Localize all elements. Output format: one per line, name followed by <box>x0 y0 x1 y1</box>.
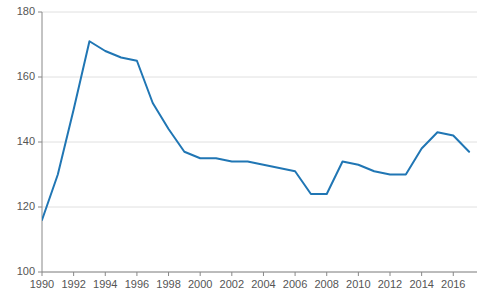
x-tick-label: 2004 <box>251 278 275 290</box>
x-tick-label: 1990 <box>30 278 54 290</box>
x-tick-label: 1998 <box>156 278 180 290</box>
plot-area <box>42 41 469 220</box>
grid-line <box>42 207 477 208</box>
y-tick <box>38 142 42 143</box>
grid-line <box>42 77 477 78</box>
chart: 100 120 140 160 180 1990 1992 1994 1996 1998 2000 2… <box>0 0 491 302</box>
x-tick <box>295 272 296 276</box>
x-tick <box>326 272 327 276</box>
x-tick-label: 2002 <box>220 278 244 290</box>
x-tick <box>105 272 106 276</box>
x-tick <box>200 272 201 276</box>
x-tick <box>421 272 422 276</box>
x-tick-label: 1992 <box>61 278 85 290</box>
x-tick-label: 2010 <box>346 278 370 290</box>
x-tick-label: 2014 <box>409 278 433 290</box>
grid-line <box>42 12 477 13</box>
y-axis: 100 120 140 160 180 <box>17 5 42 277</box>
grid-line <box>42 272 477 273</box>
y-tick-label: 160 <box>17 70 35 82</box>
y-tick-label: 180 <box>17 5 35 17</box>
y-axis-line <box>42 12 43 272</box>
x-tick <box>168 272 169 276</box>
x-tick <box>390 272 391 276</box>
chart-container: 100 120 140 160 180 1990 1992 1994 1996 1998 2000 2… <box>0 0 491 302</box>
x-tick-label: 2000 <box>188 278 212 290</box>
x-axis-line <box>42 272 477 273</box>
grid-line <box>42 142 477 143</box>
y-tick <box>38 12 42 13</box>
x-tick <box>263 272 264 276</box>
x-tick-label: 2008 <box>314 278 338 290</box>
data-line <box>42 41 469 220</box>
x-tick-label: 2012 <box>378 278 402 290</box>
y-tick-label: 100 <box>17 265 35 277</box>
x-tick <box>358 272 359 276</box>
y-tick <box>38 77 42 78</box>
x-axis: 1990 1992 1994 1996 1998 2000 2002 2004 2006 2008… <box>30 272 477 290</box>
y-tick-label: 120 <box>17 200 35 212</box>
x-tick-label: 2016 <box>441 278 465 290</box>
x-tick <box>42 272 43 276</box>
y-tick <box>38 207 42 208</box>
x-tick-label: 1994 <box>93 278 117 290</box>
x-tick-label: 1996 <box>125 278 149 290</box>
y-grid <box>42 12 477 272</box>
x-tick <box>136 272 137 276</box>
y-tick-label: 140 <box>17 135 35 147</box>
x-tick <box>453 272 454 276</box>
x-tick <box>231 272 232 276</box>
x-tick <box>73 272 74 276</box>
y-tick <box>38 272 42 273</box>
x-tick-label: 2006 <box>283 278 307 290</box>
